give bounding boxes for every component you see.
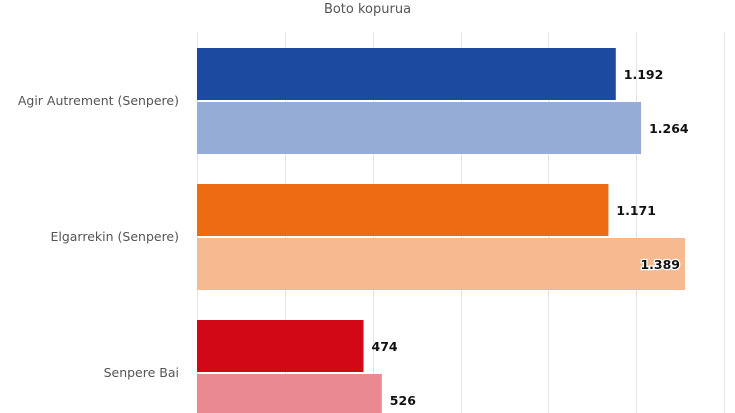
bar xyxy=(197,48,616,100)
category-label: Senpere Bai xyxy=(104,365,179,380)
data-label: 1.264 xyxy=(649,121,689,136)
bar xyxy=(197,102,642,154)
data-label: 1.389 xyxy=(640,257,680,272)
labels: Agir Autrement (Senpere) 1.192 1.264 Elgarr… xyxy=(18,67,689,408)
bar xyxy=(197,374,382,413)
bar xyxy=(197,184,609,236)
data-label: 1.171 xyxy=(616,203,656,218)
bar xyxy=(197,238,686,290)
data-label: 1.192 xyxy=(624,67,664,82)
category-label: Elgarrekin (Senpere) xyxy=(50,229,179,244)
chart-title: Boto kopurua xyxy=(324,2,411,17)
bars xyxy=(197,48,686,413)
bar xyxy=(197,320,364,372)
data-label: 474 xyxy=(372,339,398,354)
category-label: Agir Autrement (Senpere) xyxy=(18,93,179,108)
data-label: 526 xyxy=(390,393,416,408)
